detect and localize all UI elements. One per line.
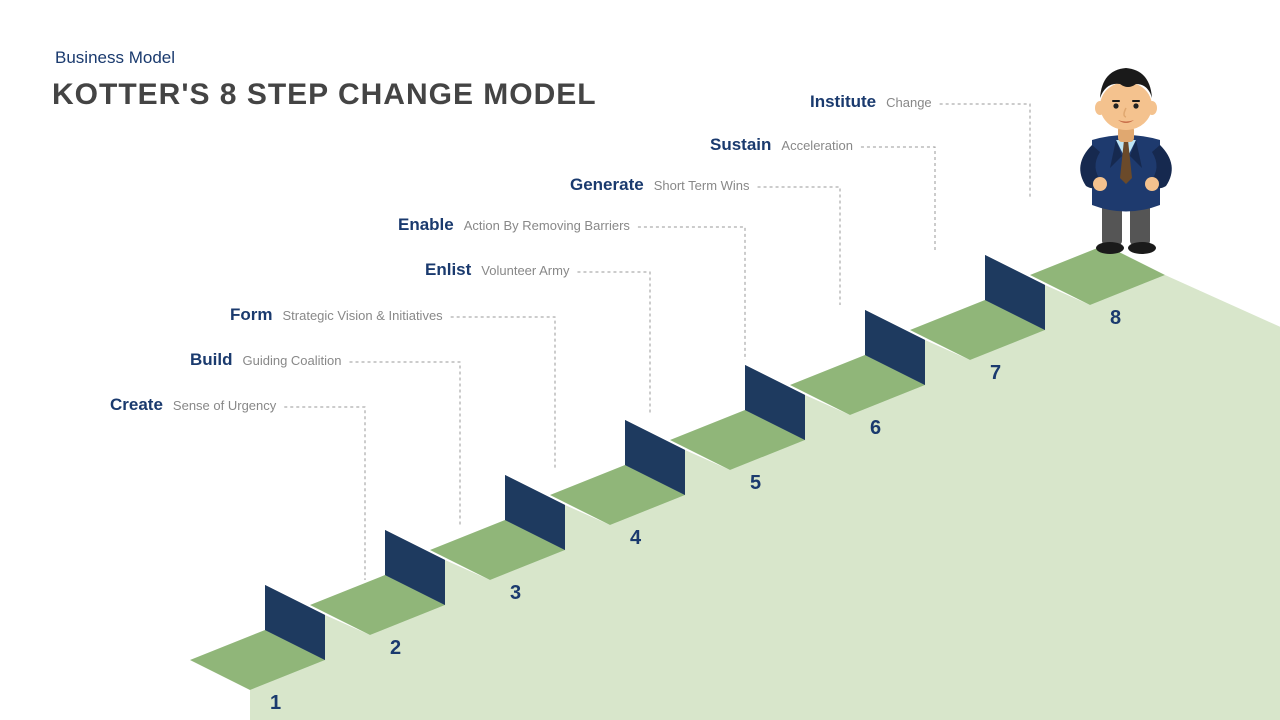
step-label-4: Enlist Volunteer Army: [425, 260, 569, 280]
step-label-1: Create Sense of Urgency: [110, 395, 276, 415]
step-label-bold-3: Form: [230, 305, 273, 325]
step-label-5: Enable Action By Removing Barriers: [398, 215, 630, 235]
step-label-desc-8: Change: [886, 95, 932, 110]
step-label-desc-7: Acceleration: [781, 138, 853, 153]
step-label-bold-8: Institute: [810, 92, 876, 112]
step-label-desc-5: Action By Removing Barriers: [464, 218, 630, 233]
step-label-bold-5: Enable: [398, 215, 454, 235]
step-label-8: Institute Change: [810, 92, 932, 112]
step-label-bold-7: Sustain: [710, 135, 771, 155]
step-label-6: Generate Short Term Wins: [570, 175, 750, 195]
step-label-desc-2: Guiding Coalition: [243, 353, 342, 368]
step-label-bold-4: Enlist: [425, 260, 471, 280]
stage: Business Model KOTTER'S 8 STEP CHANGE MO…: [0, 0, 1280, 720]
step-label-bold-2: Build: [190, 350, 233, 370]
step-number-1: 1: [270, 692, 281, 715]
step-label-desc-6: Short Term Wins: [654, 178, 750, 193]
step-label-bold-1: Create: [110, 395, 163, 415]
step-label-desc-3: Strategic Vision & Initiatives: [283, 308, 443, 323]
step-number-8: 8: [1110, 307, 1121, 330]
step-label-2: Build Guiding Coalition: [190, 350, 342, 370]
businessman-icon: [1080, 68, 1172, 254]
step-label-desc-4: Volunteer Army: [481, 263, 569, 278]
step-number-6: 6: [870, 417, 881, 440]
step-number-7: 7: [990, 362, 1001, 385]
step-number-3: 3: [510, 582, 521, 605]
step-label-7: Sustain Acceleration: [710, 135, 853, 155]
step-number-4: 4: [630, 527, 641, 550]
step-number-5: 5: [750, 472, 761, 495]
step-label-desc-1: Sense of Urgency: [173, 398, 276, 413]
step-number-2: 2: [390, 637, 401, 660]
step-label-3: Form Strategic Vision & Initiatives: [230, 305, 443, 325]
step-label-bold-6: Generate: [570, 175, 644, 195]
